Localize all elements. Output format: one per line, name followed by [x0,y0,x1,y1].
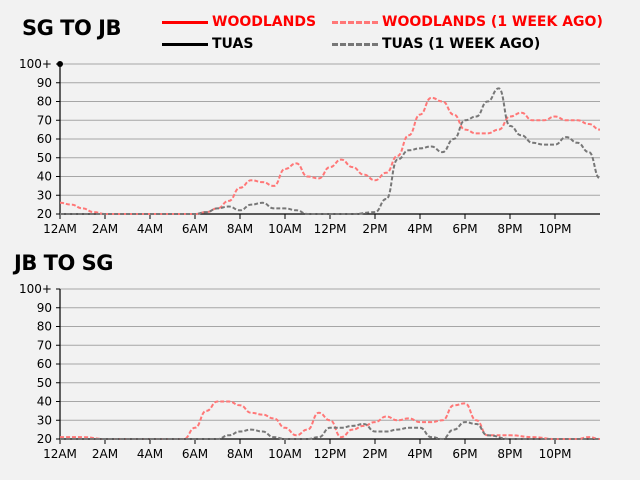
x-tick-label: 12AM [43,447,77,461]
chart-title-jb-to-sg: JB TO SG [14,251,113,275]
y-tick-label: 70 [37,338,52,352]
y-tick-label: 80 [37,320,52,334]
legend-swatch-woodlands-week-ago [332,21,378,24]
legend-label-tuas: TUAS [212,36,254,52]
x-tick-label: 8PM [497,222,522,236]
x-tick-label: 10AM [268,447,302,461]
legend-swatch-tuas-week-ago [332,43,378,46]
y-tick-label: 20 [37,432,52,446]
y-tick-label: 60 [37,132,52,146]
x-tick-label: 2PM [362,222,387,236]
x-tick-label: 6AM [182,222,208,236]
x-tick-label: 12PM [314,222,347,236]
x-tick-label: 12PM [314,447,347,461]
chart-sg-to-jb: 20 30 40 50 60 70 80 90 100+ 12AM 2AM 4AM 6AM 8AM 10AM… [19,57,601,236]
x-tick-label: 10PM [539,222,572,236]
top-marker-dot [57,61,63,67]
x-tick-label: 8AM [227,222,253,236]
x-tick-label: 6PM [452,447,477,461]
y-tick-label: 40 [37,395,52,409]
legend-label-tuas-week-ago: TUAS (1 WEEK AGO) [382,36,541,52]
series-line [59,87,601,216]
y-tick-label: 40 [37,170,52,184]
y-tick-label: 100+ [19,57,52,71]
y-tick-label: 30 [37,188,52,202]
y-tick-label: 30 [37,413,52,427]
x-tick-label: 4AM [137,222,163,236]
x-tick-label: 4PM [407,222,432,236]
x-tick-label: 8AM [227,447,253,461]
y-tick-label: 50 [37,376,52,390]
x-tick-label: 10AM [268,222,302,236]
legend-label-woodlands-week-ago: WOODLANDS (1 WEEK AGO) [382,14,603,30]
y-tick-label: 80 [37,95,52,109]
y-tick-label: 90 [37,301,52,315]
chart-jb-to-sg: 20 30 40 50 60 70 80 90 100+ 12AM 2AM 4AM 6AM 8AM 10AM… [19,282,601,461]
series-line [59,96,601,216]
x-tick-label: 6PM [452,222,477,236]
x-tick-label: 2PM [362,447,387,461]
x-tick-label: 4PM [407,447,432,461]
legend-swatch-woodlands [162,21,208,24]
x-tick-label: 2AM [92,447,118,461]
x-tick-label: 4AM [137,447,163,461]
x-tick-label: 2AM [92,222,118,236]
x-tick-label: 6AM [182,447,208,461]
y-tick-label: 90 [37,76,52,90]
x-tick-label: 10PM [539,447,572,461]
y-tick-label: 100+ [19,282,52,296]
x-tick-label: 8PM [497,447,522,461]
y-tick-label: 20 [37,207,52,221]
y-tick-label: 70 [37,113,52,127]
series-line [59,421,600,441]
legend-swatch-tuas [162,43,208,46]
y-tick-label: 50 [37,151,52,165]
y-tick-label: 60 [37,357,52,371]
legend-label-woodlands: WOODLANDS [212,14,317,30]
x-tick-label: 12AM [43,222,77,236]
chart-title-sg-to-jb: SG TO JB [22,16,121,40]
